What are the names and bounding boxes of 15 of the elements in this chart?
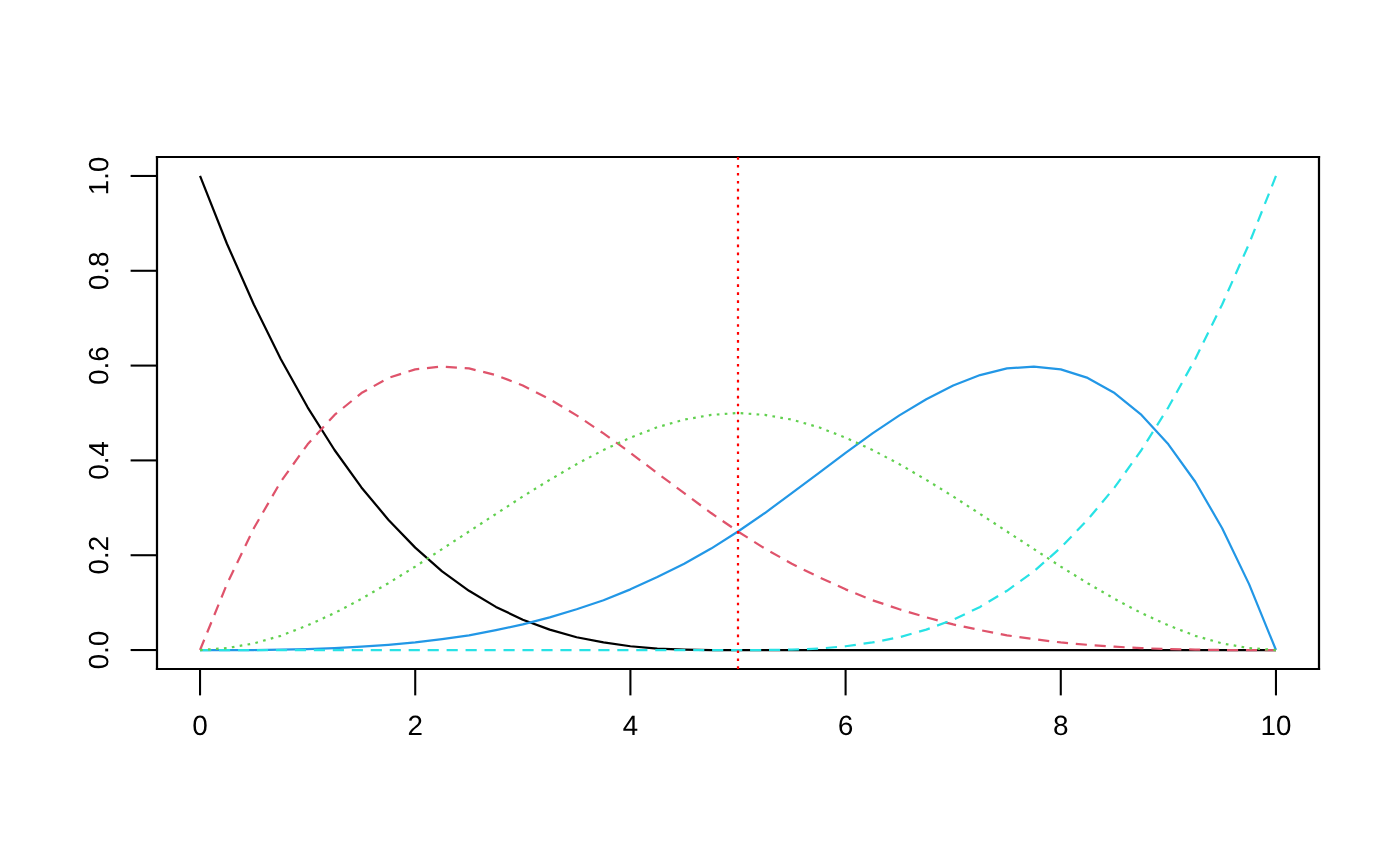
y-tick-label: 0.0: [88, 631, 109, 669]
x-tick-label: 8: [1054, 715, 1068, 736]
line-series: [198, 174, 1278, 652]
x-tick-label: 6: [839, 715, 853, 736]
y-tick-label: 0.2: [88, 537, 109, 574]
x-tick-label: 10: [1262, 715, 1291, 736]
y-tick-label: 0.6: [88, 347, 109, 384]
line-series: [198, 411, 1278, 652]
x-tick-label: 4: [623, 715, 638, 735]
y-tick-label: 1.0: [88, 157, 109, 194]
y-tick-label: 0.4: [88, 441, 109, 479]
x-tick-label: 2: [408, 715, 422, 735]
line-series: [198, 365, 1278, 652]
y-tick-label: 0.8: [88, 252, 109, 289]
x-tick-label: 0: [193, 715, 207, 736]
